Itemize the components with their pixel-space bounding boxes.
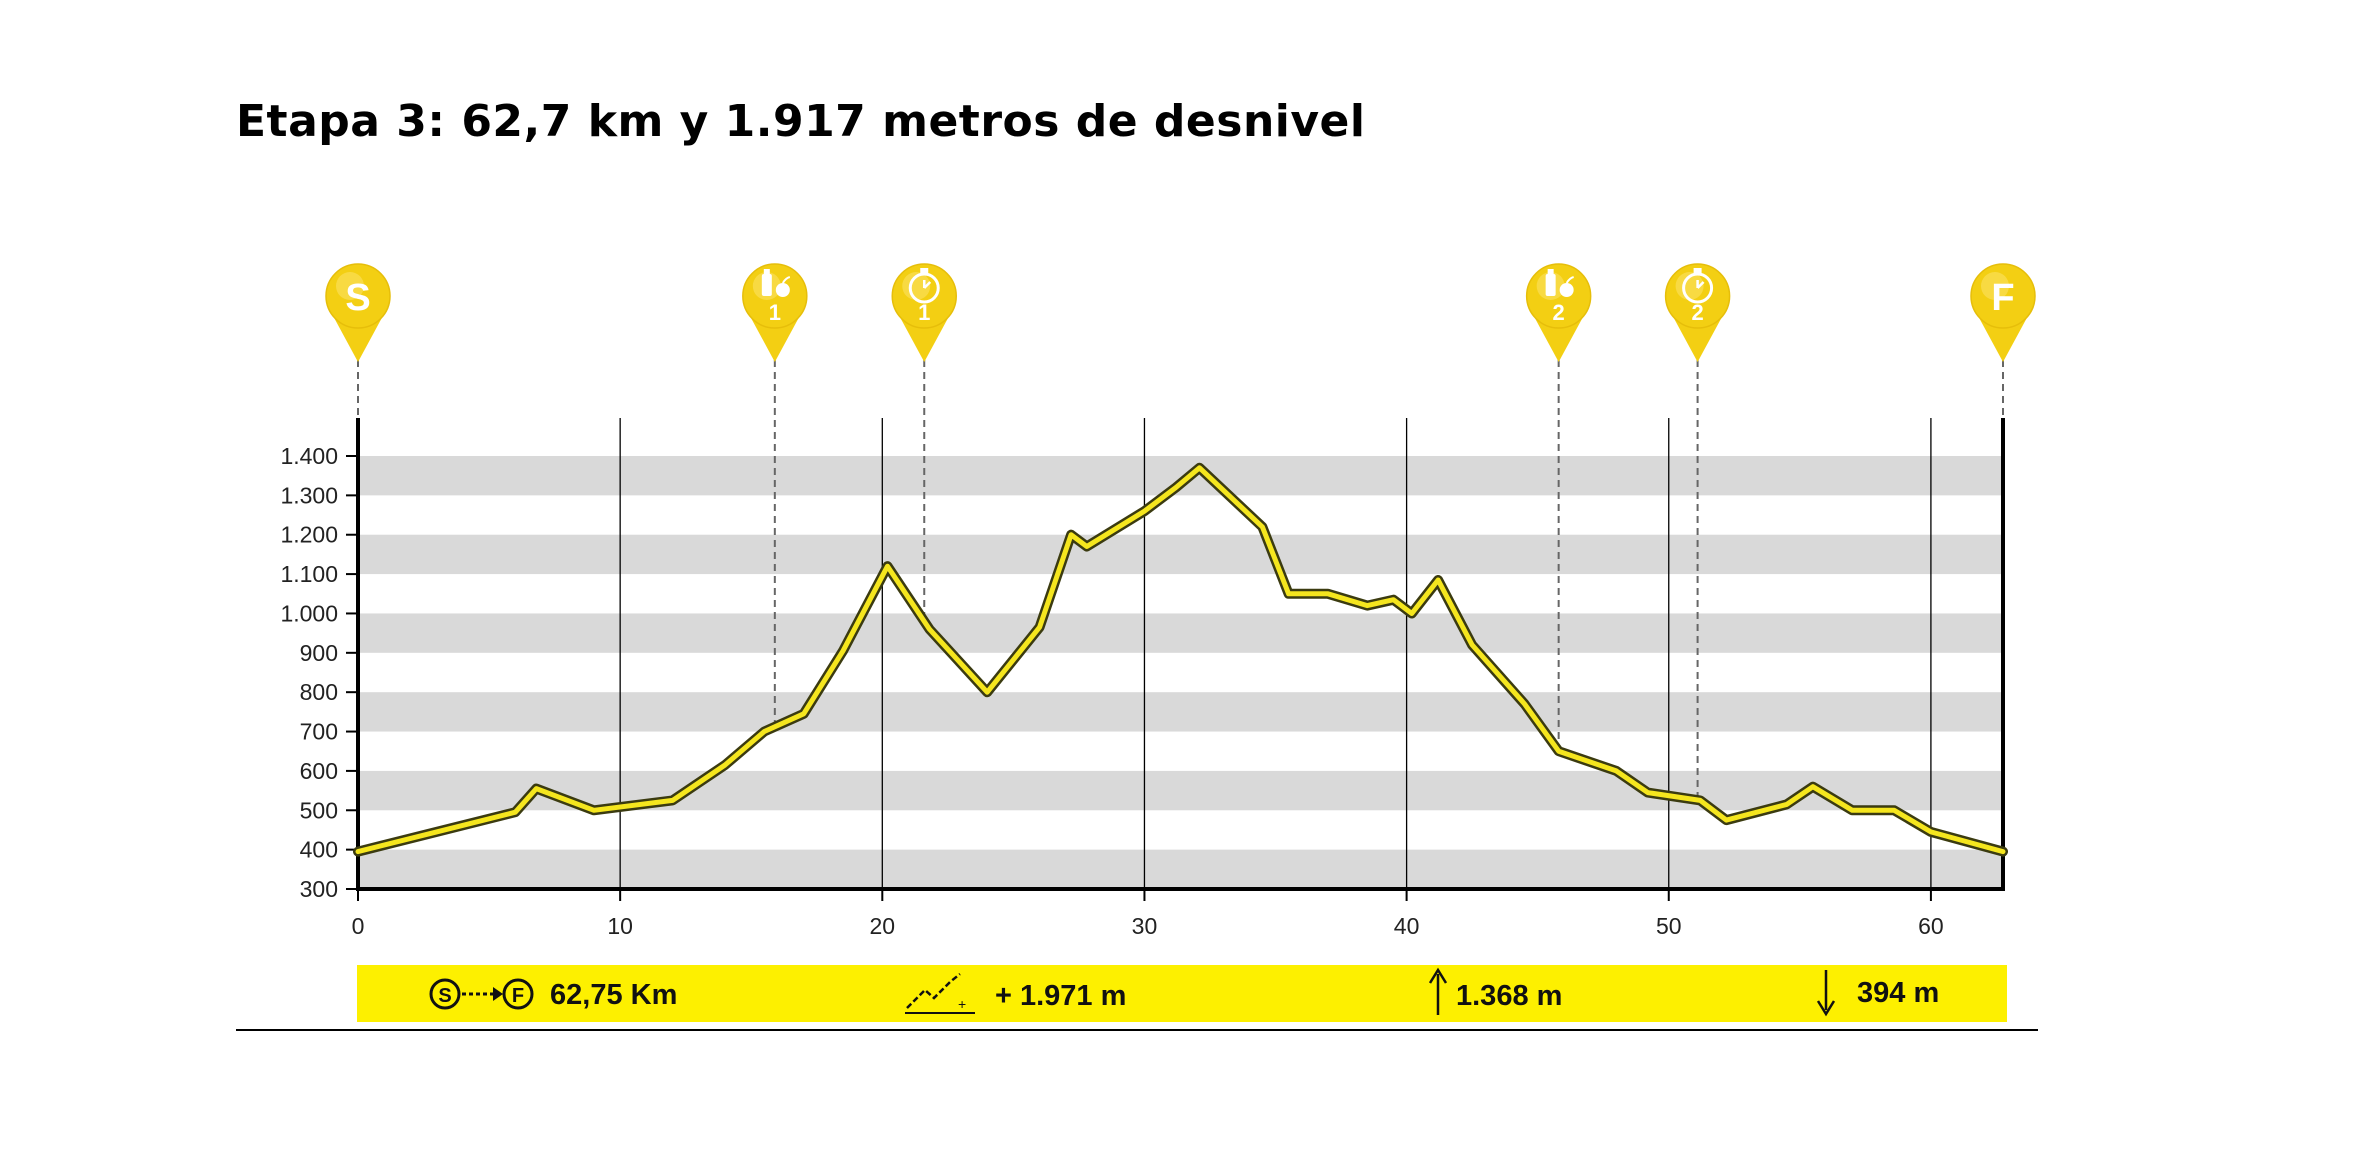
min-altitude-value: 394 m	[1857, 977, 1939, 1009]
pin-number: 2	[1691, 300, 1703, 325]
feed-station-icon: 2	[1525, 263, 1592, 362]
pin-tail	[1978, 315, 2028, 362]
x-tick-label: 60	[1918, 913, 1944, 939]
apple-shape	[775, 283, 790, 297]
elevation-gain-icon: +	[905, 973, 975, 1014]
svg-text:+: +	[958, 996, 966, 1012]
distance-value: 62,75 Km	[550, 979, 677, 1011]
time-control-icon: 1	[891, 263, 957, 362]
pin-highlight	[1675, 272, 1704, 300]
band	[358, 534, 2003, 575]
pin-highlight	[902, 272, 931, 300]
min-altitude-icon	[1816, 970, 1836, 1017]
page-title: Etapa 3: 62,7 km y 1.917 metros de desni…	[236, 96, 1366, 147]
y-tick-label: 1.400	[280, 443, 338, 469]
pin-letter: S	[345, 277, 370, 319]
axes	[356, 418, 2005, 891]
time-control-icon: 2	[1664, 263, 1731, 362]
y-tick-label: 700	[300, 719, 338, 745]
elevation-profile-line	[355, 465, 2006, 855]
max-altitude-value: 1.368 m	[1456, 980, 1562, 1012]
pin-tail	[1672, 315, 1723, 362]
y-tick-label: 1.100	[280, 561, 338, 587]
finish-marker: F	[1970, 263, 2036, 362]
x-tick-labels: 0 10 20 30 40 50 60	[352, 889, 1944, 939]
x-tick-label: 30	[1132, 913, 1158, 939]
pin-number: 2	[1553, 300, 1565, 325]
pin-number: 1	[769, 300, 781, 325]
y-tick-label: 500	[300, 797, 338, 823]
start-marker: S	[325, 263, 391, 362]
feed-station-icon: 1	[742, 263, 808, 362]
pin-highlight	[1981, 272, 2009, 300]
band	[358, 692, 2003, 732]
pin-tail	[749, 315, 800, 362]
stopwatch-face	[908, 272, 940, 304]
y-tick-label: 800	[300, 679, 338, 705]
band	[358, 849, 2003, 889]
apple-stem	[781, 276, 791, 284]
y-tick-label: 1.300	[280, 482, 338, 508]
profile-layer	[353, 462, 2008, 857]
svg-text:S: S	[438, 985, 451, 1007]
stats-bar-background	[357, 965, 2007, 1022]
stopwatch-crown	[1693, 268, 1702, 273]
stopwatch-crown	[920, 268, 929, 273]
apple-stem	[1565, 276, 1574, 284]
y-tick-label: 900	[300, 640, 338, 666]
waypoint-pins: S 1 1 2 2 F	[325, 263, 2036, 362]
waypoint-guides	[357, 360, 2004, 801]
bottle-cap	[763, 269, 770, 275]
pin-highlight	[336, 272, 364, 300]
x-tick-label: 50	[1656, 913, 1682, 939]
apple-shape	[1559, 283, 1574, 297]
y-tick-label: 400	[300, 837, 338, 863]
bottle-cap	[1547, 269, 1554, 275]
x-tick-label: 0	[352, 913, 365, 939]
stats-bar: S F 62,75 Km + + 1.971 m 1.368 m 394 m	[357, 965, 2007, 1022]
x-tick-label: 10	[607, 913, 633, 939]
pin-tail	[1533, 315, 1584, 362]
background-bands	[358, 456, 2003, 889]
pin-tail	[899, 315, 950, 362]
pin-letter: F	[1991, 277, 2014, 319]
pin-number: 1	[918, 300, 930, 325]
max-altitude-icon	[1428, 967, 1448, 1015]
stopwatch-face	[1682, 272, 1714, 304]
x-tick-label: 40	[1394, 913, 1420, 939]
y-tick-label: 1.000	[280, 600, 338, 626]
y-tick-label: 600	[300, 758, 338, 784]
y-tick-label: 1.200	[280, 522, 338, 548]
elevation-gain-value: + 1.971 m	[995, 980, 1126, 1012]
bottle-shape	[1545, 274, 1556, 296]
band	[358, 613, 2003, 653]
svg-text:F: F	[512, 985, 524, 1007]
y-tick-label: 300	[300, 876, 338, 902]
x-tick-label: 20	[870, 913, 896, 939]
start-to-finish-icon: S F	[429, 978, 534, 1010]
bottle-shape	[761, 274, 772, 296]
pin-tail	[333, 315, 383, 362]
y-tick-labels: 300 400 500 600 700 800 900 1.000 1.100 1.200 1.30…	[280, 443, 358, 902]
